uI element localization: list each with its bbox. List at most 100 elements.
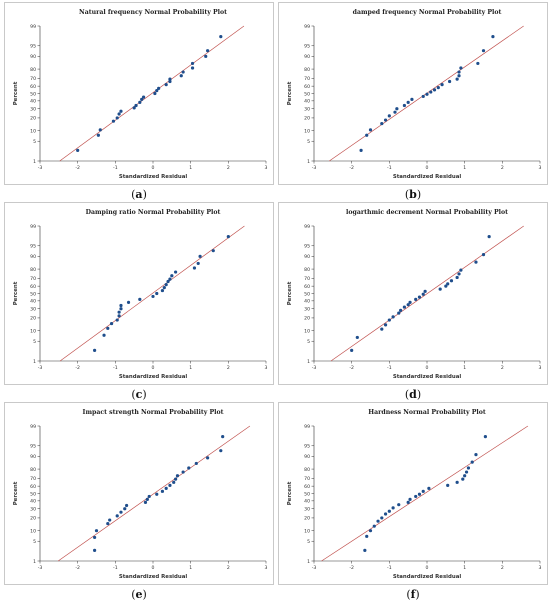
chart-panel-c: Damping ratio Normal Probability Plot 1 5 1… xyxy=(4,202,274,401)
y-tick-label: 10 xyxy=(304,528,310,534)
panel-letter: a xyxy=(135,188,143,201)
data-point xyxy=(455,77,459,81)
y-tick-label: 99 xyxy=(304,24,310,30)
y-tick-label: 40 xyxy=(304,299,310,305)
x-tick-label: 1 xyxy=(463,165,466,171)
y-tick-label: 60 xyxy=(30,284,36,290)
data-point xyxy=(387,114,391,118)
chart-title: Damping ratio Normal Probability Plot xyxy=(86,209,221,216)
x-tick-label: 2 xyxy=(227,365,230,371)
y-tick-label: 50 xyxy=(30,491,36,497)
data-point xyxy=(481,49,486,53)
data-point xyxy=(402,305,406,309)
y-tick-label: 5 xyxy=(307,139,310,145)
y-tick-label: 40 xyxy=(304,499,310,505)
data-point xyxy=(368,529,373,533)
data-point xyxy=(117,112,121,116)
probability-plot: Damping ratio Normal Probability Plot 1 5 1… xyxy=(13,209,268,380)
data-point xyxy=(93,348,97,352)
data-point xyxy=(446,483,450,487)
data-point xyxy=(421,489,425,493)
y-tick-label: 95 xyxy=(304,244,310,250)
x-tick-label: 0 xyxy=(152,565,155,571)
y-tick-label: 80 xyxy=(30,267,36,273)
data-point xyxy=(145,497,149,501)
data-point xyxy=(94,529,99,533)
data-point xyxy=(164,83,168,87)
data-point xyxy=(172,480,176,484)
data-point xyxy=(383,512,388,516)
x-tick-label: -3 xyxy=(312,565,317,571)
data-point xyxy=(410,97,414,101)
chart-panel-d: logarthmic decrement Normal Probability … xyxy=(278,202,548,401)
data-point xyxy=(140,97,144,101)
y-tick-label: 1 xyxy=(33,159,36,165)
chart-panel-f: Hardness Normal Probability Plot 1 5 10 20 30… xyxy=(278,402,548,601)
data-point xyxy=(365,133,369,137)
y-tick-label: 95 xyxy=(30,444,36,450)
data-point xyxy=(76,148,80,152)
data-point xyxy=(151,294,155,299)
y-tick-label: 95 xyxy=(304,444,310,450)
y-tick-label: 40 xyxy=(30,99,36,105)
y-tick-label: 60 xyxy=(304,284,310,290)
data-point xyxy=(138,297,142,301)
axes xyxy=(39,426,266,562)
data-point xyxy=(387,509,391,513)
data-point xyxy=(423,289,427,293)
y-tick-label: 20 xyxy=(304,516,310,522)
data-point xyxy=(476,61,480,66)
data-point xyxy=(395,107,399,111)
data-point xyxy=(464,470,469,474)
y-tick-label: 90 xyxy=(30,454,36,460)
probability-plot: logarthmic decrement Normal Probability … xyxy=(287,209,542,380)
data-point xyxy=(421,94,425,99)
x-tick-label: 1 xyxy=(463,365,466,371)
panel-caption: (e) xyxy=(131,588,147,601)
data-point xyxy=(119,307,123,311)
x-tick-label: -1 xyxy=(113,565,118,571)
x-tick-label: 3 xyxy=(539,565,542,571)
data-point xyxy=(459,268,463,272)
x-tick-label: 2 xyxy=(501,365,504,371)
data-point xyxy=(117,310,121,314)
x-tick-label: 3 xyxy=(539,165,542,171)
y-tick-label: 50 xyxy=(304,291,310,297)
data-point xyxy=(481,252,486,257)
y-tick-label: 30 xyxy=(30,507,36,513)
x-tick-label: -1 xyxy=(113,365,118,371)
x-tick-label: -3 xyxy=(312,365,317,371)
y-tick-label: 60 xyxy=(30,484,36,490)
data-point xyxy=(425,92,429,96)
data-point xyxy=(380,516,384,520)
axes xyxy=(39,26,266,162)
data-point xyxy=(198,254,202,258)
data-point xyxy=(448,79,452,84)
x-tick-label: 1 xyxy=(189,365,192,371)
x-tick-label: -3 xyxy=(38,165,43,171)
y-tick-label: 20 xyxy=(30,116,36,122)
y-tick-label: 1 xyxy=(33,359,36,365)
y-tick-label: 30 xyxy=(30,107,36,113)
x-tick-label: -3 xyxy=(38,365,43,371)
x-tick-label: 2 xyxy=(227,165,230,171)
x-tick-label: -2 xyxy=(75,165,80,171)
axes xyxy=(313,426,540,562)
x-tick-label: -1 xyxy=(387,565,392,571)
data-point xyxy=(155,492,159,496)
y-tick-label: 60 xyxy=(304,484,310,490)
x-tick-label: -2 xyxy=(349,365,354,371)
chart-frame xyxy=(4,202,274,385)
data-point xyxy=(397,311,401,315)
chart-frame xyxy=(278,202,548,385)
y-tick-label: 80 xyxy=(304,67,310,73)
data-point xyxy=(470,460,474,464)
x-tick-label: 0 xyxy=(426,165,429,171)
data-point xyxy=(119,510,123,514)
x-tick-label: -2 xyxy=(75,565,80,571)
chart-frame xyxy=(4,402,274,585)
data-point xyxy=(355,335,359,340)
data-point xyxy=(174,477,178,481)
y-tick-label: 70 xyxy=(30,276,36,282)
y-axis-label: Percent xyxy=(287,81,293,105)
